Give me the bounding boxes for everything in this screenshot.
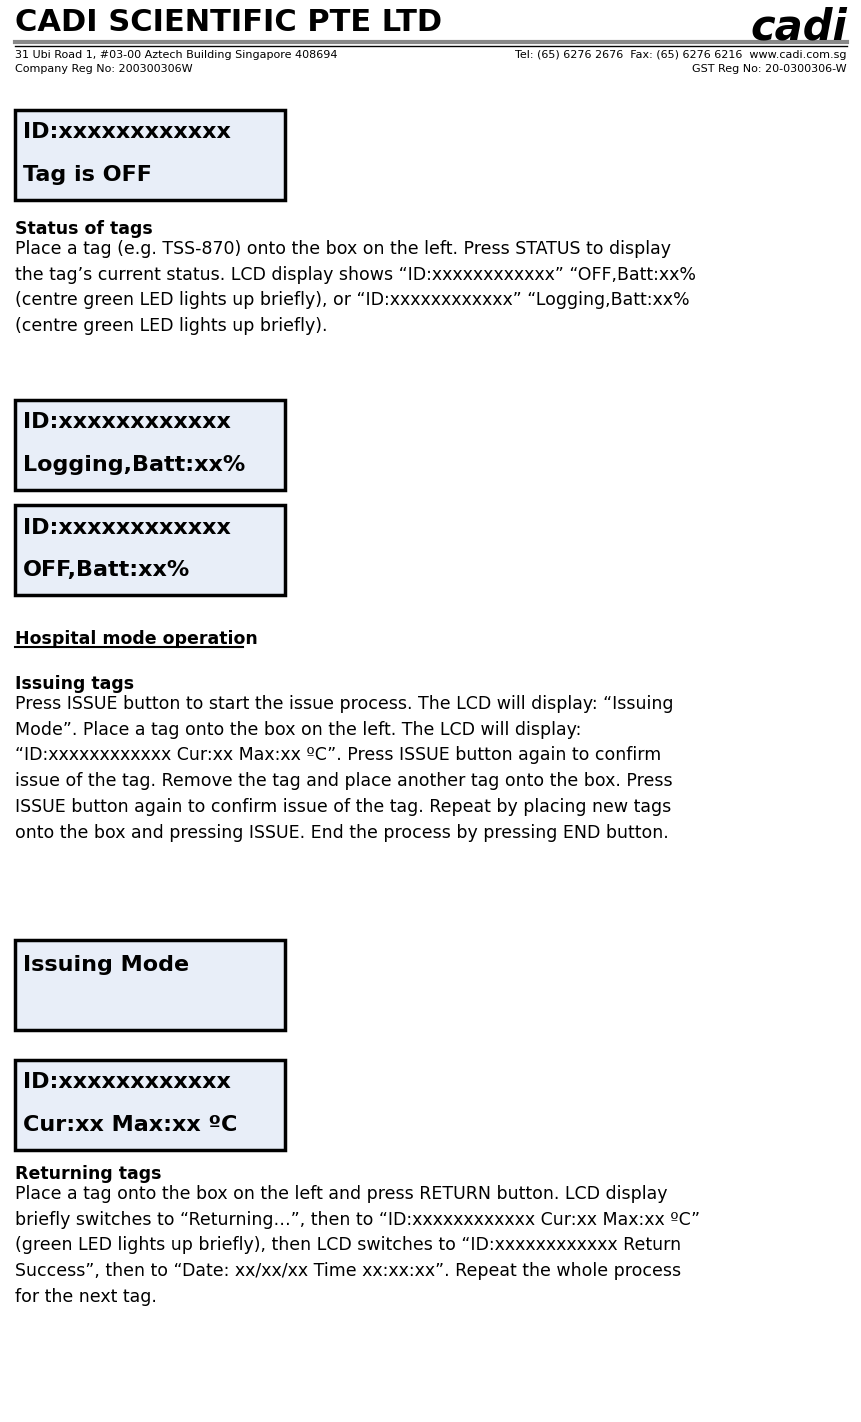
FancyBboxPatch shape [15, 1059, 285, 1150]
FancyBboxPatch shape [15, 940, 285, 1030]
Text: Place a tag onto the box on the left and press RETURN button. LCD display
briefl: Place a tag onto the box on the left and… [15, 1185, 699, 1305]
Text: CADI SCIENTIFIC PTE LTD: CADI SCIENTIFIC PTE LTD [15, 9, 442, 37]
Text: ID:xxxxxxxxxxxx: ID:xxxxxxxxxxxx [23, 518, 231, 538]
Text: Place a tag (e.g. TSS-870) onto the box on the left. Press STATUS to display
the: Place a tag (e.g. TSS-870) onto the box … [15, 240, 695, 336]
Text: Issuing Mode: Issuing Mode [23, 956, 189, 975]
Text: OFF,Batt:xx%: OFF,Batt:xx% [23, 560, 190, 580]
Text: 31 Ubi Road 1, #03-00 Aztech Building Singapore 408694
Company Reg No: 200300306: 31 Ubi Road 1, #03-00 Aztech Building Si… [15, 50, 338, 74]
FancyBboxPatch shape [15, 400, 285, 491]
Text: cadi: cadi [749, 6, 846, 48]
Text: Press ISSUE button to start the issue process. The LCD will display: “Issuing
Mo: Press ISSUE button to start the issue pr… [15, 695, 672, 842]
FancyBboxPatch shape [15, 505, 285, 594]
Text: Issuing tags: Issuing tags [15, 675, 134, 693]
Text: Tag is OFF: Tag is OFF [23, 165, 152, 185]
Text: ID:xxxxxxxxxxxx: ID:xxxxxxxxxxxx [23, 122, 231, 142]
Text: ID:xxxxxxxxxxxx: ID:xxxxxxxxxxxx [23, 1072, 231, 1092]
Text: Logging,Batt:xx%: Logging,Batt:xx% [23, 455, 245, 475]
FancyBboxPatch shape [15, 109, 285, 201]
Text: Status of tags: Status of tags [15, 220, 152, 237]
Text: Tel: (65) 6276 2676  Fax: (65) 6276 6216  www.cadi.com.sg
GST Reg No: 20-0300306: Tel: (65) 6276 2676 Fax: (65) 6276 6216 … [515, 50, 846, 74]
Text: Cur:xx Max:xx ºC: Cur:xx Max:xx ºC [23, 1115, 237, 1135]
Text: ID:xxxxxxxxxxxx: ID:xxxxxxxxxxxx [23, 412, 231, 432]
Text: Hospital mode operation: Hospital mode operation [15, 630, 257, 648]
Text: Returning tags: Returning tags [15, 1165, 161, 1183]
